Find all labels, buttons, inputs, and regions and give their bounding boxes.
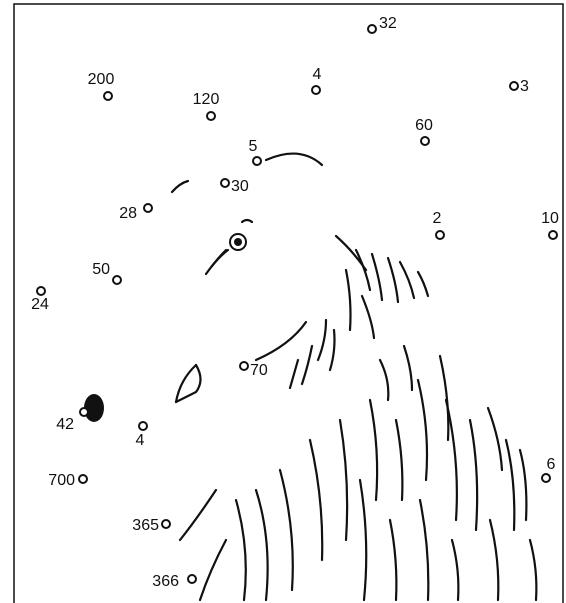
nose: [84, 394, 104, 422]
dot-label: 60: [415, 117, 433, 134]
dot: [541, 473, 551, 483]
dot: [239, 361, 249, 371]
eye: [229, 233, 247, 251]
dot: [252, 156, 262, 166]
frame: [13, 3, 564, 603]
dot-label: 30: [231, 178, 249, 195]
dot-label: 120: [193, 91, 220, 108]
dot-label: 6: [547, 456, 556, 473]
dot-label: 24: [31, 296, 49, 313]
dot-label: 3: [520, 78, 529, 95]
dot-label: 42: [56, 416, 74, 433]
dot: [206, 111, 216, 121]
dot: [509, 81, 519, 91]
dot-label: 365: [132, 517, 159, 534]
dot-label: 2: [433, 210, 442, 227]
dot-label: 200: [88, 71, 115, 88]
dot: [420, 136, 430, 146]
dot-label: 10: [541, 210, 559, 227]
dot-label: 4: [313, 66, 322, 83]
dot: [103, 91, 113, 101]
dot: [367, 24, 377, 34]
dot-label: 5: [249, 138, 258, 155]
dot-label: 32: [379, 15, 397, 32]
dot: [161, 519, 171, 529]
dot: [143, 203, 153, 213]
dot-label: 28: [119, 205, 137, 222]
dot: [187, 574, 197, 584]
dot: [311, 85, 321, 95]
dot: [548, 230, 558, 240]
eye-pupil: [234, 238, 242, 246]
dot-label: 70: [250, 362, 268, 379]
dot: [79, 407, 89, 417]
dot: [36, 286, 46, 296]
dot-label: 4: [136, 432, 145, 449]
dot: [220, 178, 230, 188]
dot-label: 366: [152, 573, 179, 590]
dot: [78, 474, 88, 484]
dot-label: 700: [48, 472, 75, 489]
drawing-lines: [170, 152, 538, 602]
dot: [435, 230, 445, 240]
dot: [138, 421, 148, 431]
dot-label: 50: [92, 261, 110, 278]
dot: [112, 275, 122, 285]
